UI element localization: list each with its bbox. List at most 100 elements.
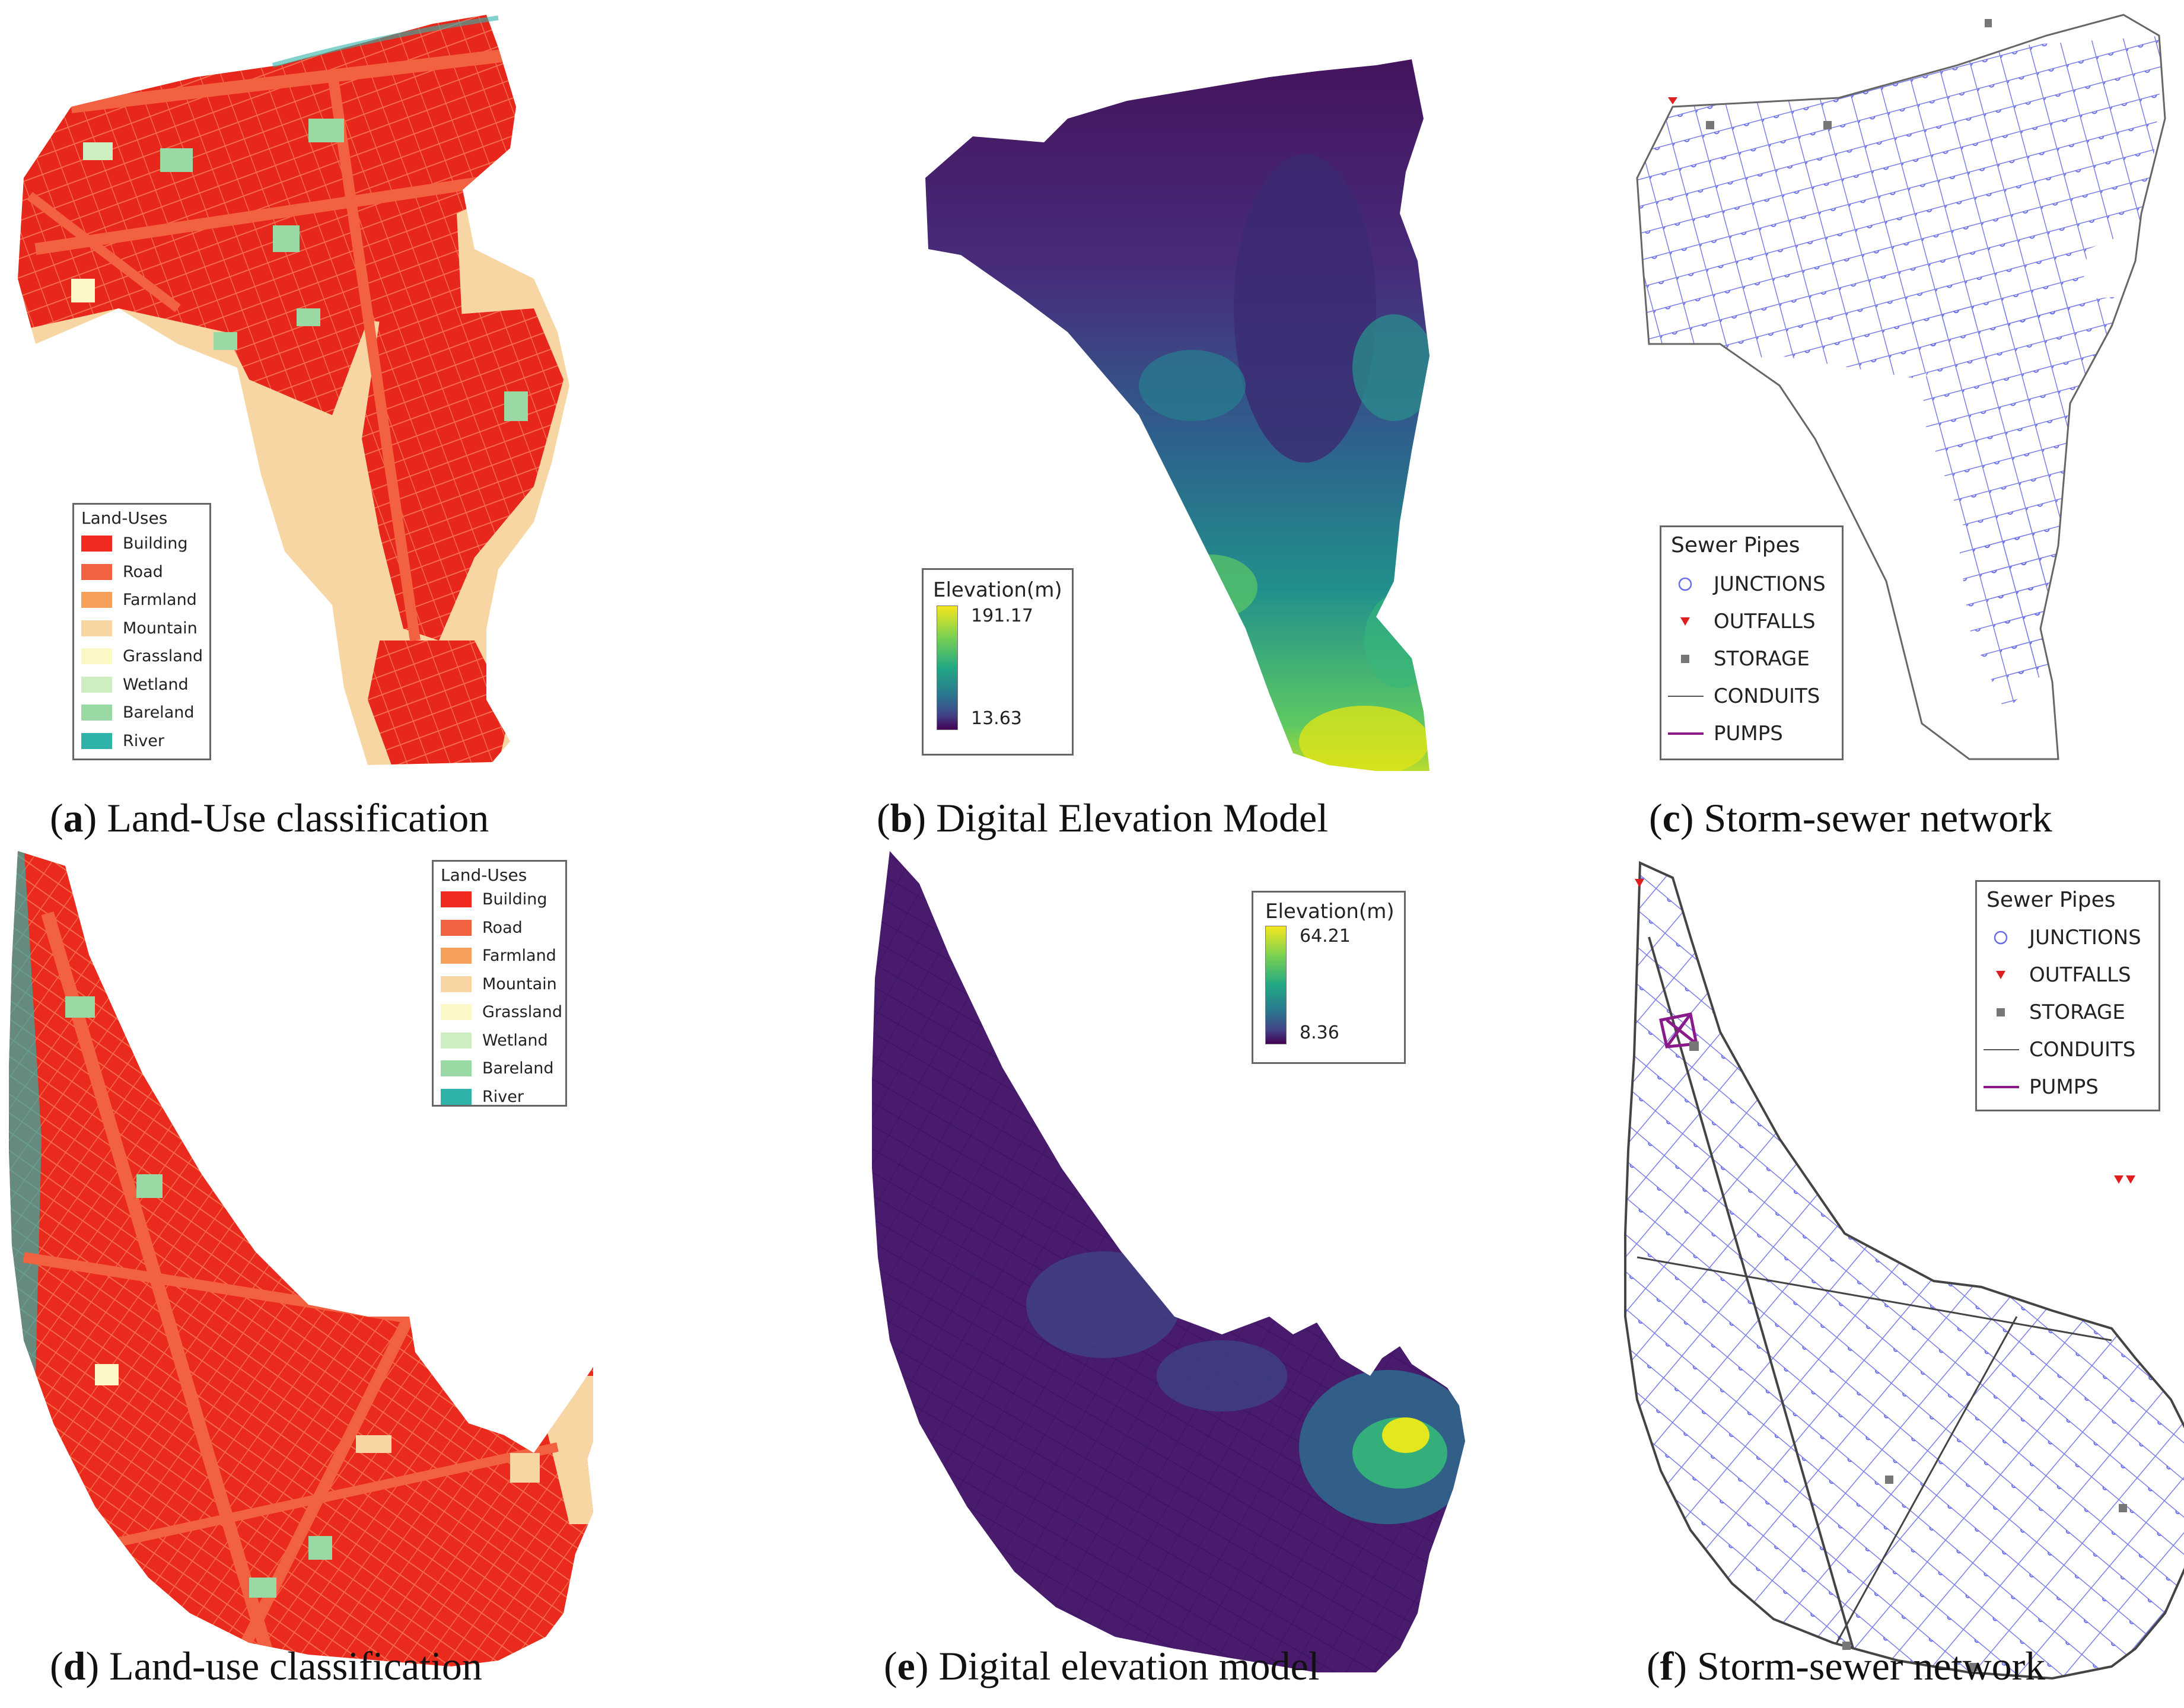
land-use-list-a: Building Road Farmland Mountain Grassland Wet… [74,530,209,755]
land-use-legend-d-item-river: River [434,1083,565,1111]
caption-f: (f) Storm-sewer network [1647,1643,2046,1688]
bareland-swatch [81,705,112,721]
land-use-legend-a-item-road: Road [74,558,209,587]
legend-label: Mountain [482,974,557,993]
legend-label: Building [123,534,188,553]
sewer-legend-list-c: JUNCTIONS OUTFALLS STORAGE CONDUITS PUMPS [1661,565,1842,752]
legend-label: Wetland [482,1031,548,1050]
land-use-map-d [9,851,593,1666]
mountain-swatch [441,976,472,992]
land-use-legend-a-item-grassland: Grassland [74,642,209,671]
legend-title: Land-Uses [81,508,168,528]
land-use-legend-a-item-river: River [74,727,209,756]
panel-b: Elevation(m) 191.17 13.63 (b) Digital El… [842,0,1465,840]
land-use-legend-d-item-building: Building [434,885,565,914]
legend-label: CONDUITS [2029,1037,2136,1062]
sewer-legend-list-f: JUNCTIONS OUTFALLS STORAGE CONDUITS PUMPS [1977,919,2158,1105]
sewer-legend-title-f: Sewer Pipes [1986,888,2116,912]
elevation-min-e: 8.36 [1300,1022,1339,1043]
land-use-list-d: Building Road Farmland Mountain Grassland Wet… [434,885,565,1111]
legend-label: STORAGE [1714,646,1810,671]
legend-label: River [123,731,164,750]
building-swatch [81,536,112,552]
grassland-swatch [81,648,112,665]
legend-label: Farmland [482,947,556,965]
land-use-legend-d-item-mountain: Mountain [434,970,565,999]
elevation-max-e: 64.21 [1300,926,1351,947]
mountain-swatch [81,620,112,636]
wetland-swatch [441,1032,472,1049]
land-use-legend-a: Land-Uses Building Road Farmland Mountain Gr… [72,503,211,760]
elevation-max-b: 191.17 [971,606,1033,626]
panel-f: Sewer Pipes JUNCTIONS OUTFALLS STORAGE COND… [1602,842,2184,1708]
land-use-legend-a-item-mountain: Mountain [74,614,209,643]
legend-label: Grassland [482,1003,562,1022]
elevation-ramp-labels-b: 191.17 13.63 [958,606,1033,729]
land-use-legend-a-item-bareland: Bareland [74,699,209,727]
sewer-legend-c: Sewer Pipes JUNCTIONS OUTFALLS STORAGE COND… [1660,525,1844,760]
legend-label: JUNCTIONS [1714,572,1826,596]
sewer-legend-f: Sewer Pipes JUNCTIONS OUTFALLS STORAGE COND… [1975,880,2160,1111]
land-use-legend-d-item-farmland: Farmland [434,942,565,970]
land-use-legend-a-item-building: Building [74,530,209,558]
sewer-legend-f-item-pumps: PUMPS [1977,1068,2158,1105]
legend-label: Road [482,918,523,937]
sewer-legend-f-item-storage: STORAGE [1977,993,2158,1031]
pump-line-icon [1977,1078,2024,1096]
elevation-legend-title-b: Elevation(m) [933,578,1062,602]
panel-a: Land-Uses Building Road Farmland Mountain Gr… [0,0,593,840]
bareland-swatch [441,1060,472,1077]
road-swatch [441,919,472,936]
elevation-legend-title-e: Elevation(m) [1265,900,1395,923]
sewer-legend-f-item-junctions: JUNCTIONS [1977,919,2158,956]
sewer-legend-title-c: Sewer Pipes [1671,533,1800,557]
elevation-color-ramp-b [937,606,958,730]
legend-label: CONDUITS [1714,684,1820,708]
caption-c: (c) Storm-sewer network [1649,795,2052,840]
elevation-scale-b: 191.17 13.63 [924,606,1072,730]
elevation-legend-b: Elevation(m) 191.17 13.63 [922,568,1074,756]
sewer-legend-f-item-outfalls: OUTFALLS [1977,956,2158,993]
grassland-swatch [441,1004,472,1021]
land-use-legend-d-item-grassland: Grassland [434,998,565,1027]
legend-label: Grassland [123,647,203,666]
wetland-swatch [81,676,112,693]
panel-d: Land-Uses Building Road Farmland Mountain Gr… [0,842,593,1708]
legend-label: Mountain [123,619,198,638]
land-use-legend-a-item-farmland: Farmland [74,586,209,614]
land-use-legend-d: Land-Uses Building Road Farmland Mountain Gr… [432,860,567,1107]
legend-label: OUTFALLS [1714,609,1816,633]
pump-line-icon [1661,725,1709,743]
land-use-legend-d-item-road: Road [434,914,565,942]
river-swatch [441,1088,472,1105]
sewer-legend-c-item-junctions: JUNCTIONS [1661,565,1842,603]
land-use-legend-d-item-wetland: Wetland [434,1027,565,1055]
caption-a: (a) Land-Use classification [50,795,489,840]
caption-b: (b) Digital Elevation Model [877,795,1329,840]
legend-title-d: Land-Uses [441,865,527,885]
land-use-legend-d-item-bareland: Bareland [434,1054,565,1083]
farmland-swatch [81,592,112,608]
junction-circle-icon [1661,575,1709,593]
legend-label: OUTFALLS [2029,963,2131,987]
farmland-swatch [441,948,472,964]
land-use-legend-a-item-wetland: Wetland [74,671,209,699]
elevation-color-ramp-e [1265,926,1287,1044]
conduit-line-icon [1977,1041,2024,1059]
elevation-scale-e: 64.21 8.36 [1253,926,1404,1044]
legend-label: Road [123,562,163,581]
road-swatch [81,563,112,580]
caption-d: (d) Land-use classification [50,1643,482,1688]
junction-circle-icon [1977,929,2024,947]
sewer-map-c [1636,14,2166,760]
conduit-line-icon [1661,687,1709,705]
storage-square-icon [1661,650,1709,668]
storage-square-icon [1977,1003,2024,1021]
sewer-legend-f-item-conduits: CONDUITS [1977,1031,2158,1068]
legend-label: Bareland [482,1059,554,1078]
legend-label: Farmland [123,591,197,610]
elevation-legend-e: Elevation(m) 64.21 8.36 [1252,891,1406,1064]
panel-e: Elevation(m) 64.21 8.36 (e) Digital elev… [866,842,1483,1708]
legend-label: Bareland [123,703,195,722]
legend-label: STORAGE [2029,1000,2125,1024]
